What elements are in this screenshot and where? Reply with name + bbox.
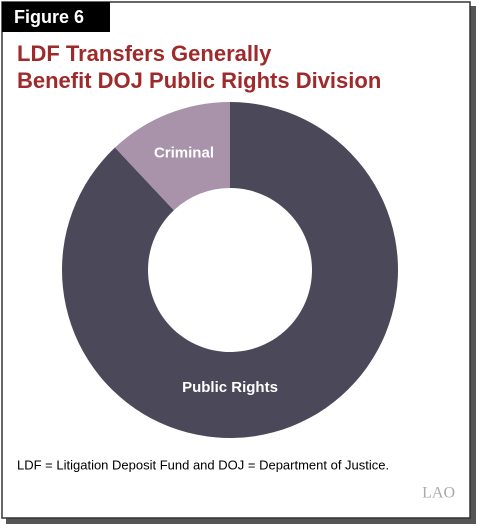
donut-slice <box>114 102 230 211</box>
slice-label: Public Rights <box>182 379 278 396</box>
figure-tab <box>2 2 110 32</box>
logo: LAO <box>422 485 455 502</box>
footnote: LDF = Litigation Deposit Fund and DOJ = … <box>17 457 389 472</box>
chart-title: Benefit DOJ Public Rights Division <box>17 68 381 93</box>
donut-slice <box>61 102 398 438</box>
slice-label: Criminal <box>154 145 214 162</box>
figure-label: Figure 6 <box>14 7 84 27</box>
donut: Public Rights Criminal <box>61 102 398 438</box>
chart-title: LDF Transfers Generally <box>17 41 272 66</box>
